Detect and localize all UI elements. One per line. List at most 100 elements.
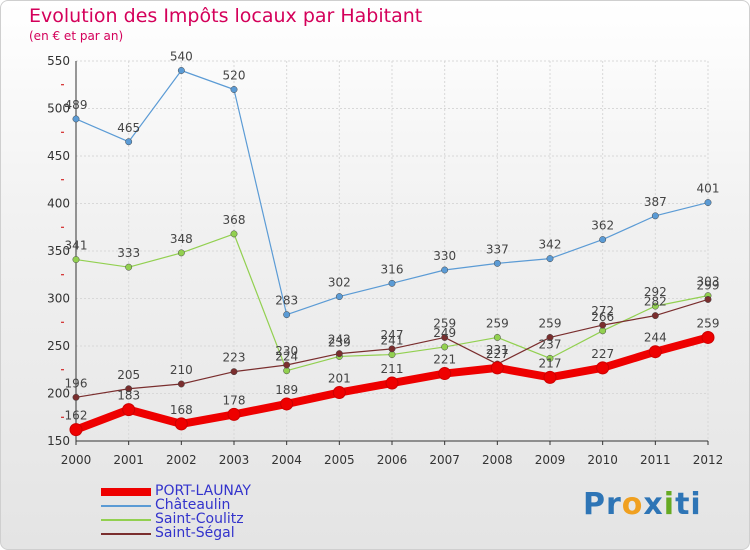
data-label-port-launay: 201 xyxy=(328,372,351,386)
data-point-ch-teaulin xyxy=(283,311,291,319)
legend-swatch-saint-coulitz xyxy=(101,519,151,521)
data-point-port-launay xyxy=(490,361,504,375)
data-point-saint-s-gal xyxy=(704,296,712,303)
data-point-saint-coulitz xyxy=(493,334,501,341)
data-label-saint-coulitz: 333 xyxy=(117,246,140,260)
data-label-saint-s-gal: 259 xyxy=(433,316,456,330)
y-tick-label: 200 xyxy=(47,387,70,401)
data-point-ch-teaulin xyxy=(651,212,659,220)
legend-label-port-launay: PORT-LAUNAY xyxy=(155,483,251,499)
data-point-saint-coulitz xyxy=(177,249,185,257)
legend-label-chateaulin: Châteaulin xyxy=(155,497,231,513)
data-label-saint-coulitz: 237 xyxy=(539,337,562,351)
data-point-port-launay xyxy=(648,345,662,359)
data-point-saint-s-gal xyxy=(335,350,343,358)
x-tick-label: 2002 xyxy=(166,453,197,467)
data-label-ch-teaulin: 342 xyxy=(539,238,562,252)
data-label-saint-s-gal: 230 xyxy=(275,344,298,358)
data-label-saint-s-gal: 282 xyxy=(644,295,667,309)
data-label-saint-coulitz: 348 xyxy=(170,232,193,246)
data-label-ch-teaulin: 520 xyxy=(223,69,246,83)
data-point-saint-coulitz xyxy=(230,230,238,238)
x-tick-label: 2009 xyxy=(535,453,566,467)
y-tick-label: 450 xyxy=(47,149,70,163)
data-label-saint-coulitz: 241 xyxy=(381,334,404,348)
data-point-saint-s-gal xyxy=(388,345,396,353)
data-label-port-launay: 168 xyxy=(170,403,193,417)
data-label-saint-s-gal: 247 xyxy=(381,328,404,342)
data-label-ch-teaulin: 302 xyxy=(328,276,351,290)
data-point-ch-teaulin xyxy=(599,236,607,244)
data-label-saint-s-gal: 196 xyxy=(65,376,88,390)
data-label-ch-teaulin: 465 xyxy=(117,121,140,135)
x-tick-label: 2003 xyxy=(219,453,250,467)
data-label-saint-s-gal: 223 xyxy=(223,351,246,365)
data-label-port-launay: 221 xyxy=(433,353,456,367)
data-label-port-launay: 211 xyxy=(381,362,404,376)
data-label-saint-s-gal: 210 xyxy=(170,363,193,377)
data-label-saint-coulitz: 224 xyxy=(275,350,298,364)
data-point-saint-s-gal xyxy=(125,385,133,393)
data-label-port-launay: 183 xyxy=(117,389,140,403)
data-label-port-launay: 189 xyxy=(275,383,298,397)
data-point-ch-teaulin xyxy=(230,86,238,93)
data-point-saint-s-gal xyxy=(230,368,238,376)
data-point-port-launay xyxy=(701,330,715,344)
data-point-ch-teaulin xyxy=(177,67,185,74)
data-point-saint-coulitz xyxy=(599,327,607,335)
chart-subtitle: (en € et par an) xyxy=(29,29,124,43)
data-point-port-launay xyxy=(596,361,610,375)
data-label-port-launay: 178 xyxy=(223,393,246,407)
x-tick-label: 2006 xyxy=(377,453,408,467)
data-label-saint-s-gal: 231 xyxy=(486,343,509,357)
data-point-ch-teaulin xyxy=(441,266,449,274)
data-point-saint-s-gal xyxy=(72,393,80,401)
legend-label-saint-segal: Saint-Ségal xyxy=(155,525,235,541)
data-label-port-launay: 162 xyxy=(65,409,88,423)
data-point-saint-coulitz xyxy=(388,351,396,358)
data-point-port-launay xyxy=(438,367,452,381)
x-tick-label: 2010 xyxy=(587,453,618,467)
data-label-port-launay: 259 xyxy=(697,316,720,330)
x-tick-label: 2005 xyxy=(324,453,355,467)
data-label-ch-teaulin: 540 xyxy=(170,50,193,64)
data-point-saint-coulitz xyxy=(283,367,291,375)
y-tick-label: 400 xyxy=(47,197,70,211)
brand-letter: i xyxy=(690,487,702,522)
data-label-saint-coulitz: 259 xyxy=(486,316,509,330)
brand-letter: r xyxy=(606,487,622,522)
legend-swatch-chateaulin xyxy=(101,505,151,507)
data-point-saint-s-gal xyxy=(283,361,291,369)
data-label-port-launay: 227 xyxy=(591,347,614,361)
data-point-port-launay xyxy=(543,370,557,384)
data-point-saint-coulitz xyxy=(441,343,449,351)
data-label-ch-teaulin: 330 xyxy=(433,249,456,263)
data-point-ch-teaulin xyxy=(704,199,712,207)
data-label-saint-s-gal: 205 xyxy=(117,368,140,382)
x-tick-label: 2012 xyxy=(693,453,724,467)
data-label-ch-teaulin: 316 xyxy=(381,262,404,276)
data-label-saint-coulitz: 303 xyxy=(697,275,720,289)
data-point-ch-teaulin xyxy=(335,293,343,301)
brand-letter: i xyxy=(663,487,676,522)
data-point-ch-teaulin xyxy=(125,138,133,146)
data-label-saint-coulitz: 341 xyxy=(65,239,88,253)
data-label-ch-teaulin: 401 xyxy=(697,182,720,196)
x-tick-label: 2008 xyxy=(482,453,513,467)
data-label-saint-s-gal: 259 xyxy=(539,316,562,330)
data-label-ch-teaulin: 283 xyxy=(275,294,298,308)
y-tick-label: 300 xyxy=(47,292,70,306)
data-point-port-launay xyxy=(332,386,346,400)
x-tick-label: 2000 xyxy=(61,453,92,467)
data-label-ch-teaulin: 337 xyxy=(486,242,509,256)
legend-swatch-saint-segal xyxy=(101,533,151,535)
legend-swatch-port-launay xyxy=(101,488,151,496)
legend-label-saint-coulitz: Saint-Coulitz xyxy=(155,511,244,527)
x-tick-label: 2004 xyxy=(271,453,302,467)
chart-title: Evolution des Impôts locaux par Habitant xyxy=(29,5,423,27)
data-label-saint-coulitz: 368 xyxy=(223,213,246,227)
data-label-ch-teaulin: 489 xyxy=(65,98,88,112)
data-label-port-launay: 244 xyxy=(644,331,667,345)
